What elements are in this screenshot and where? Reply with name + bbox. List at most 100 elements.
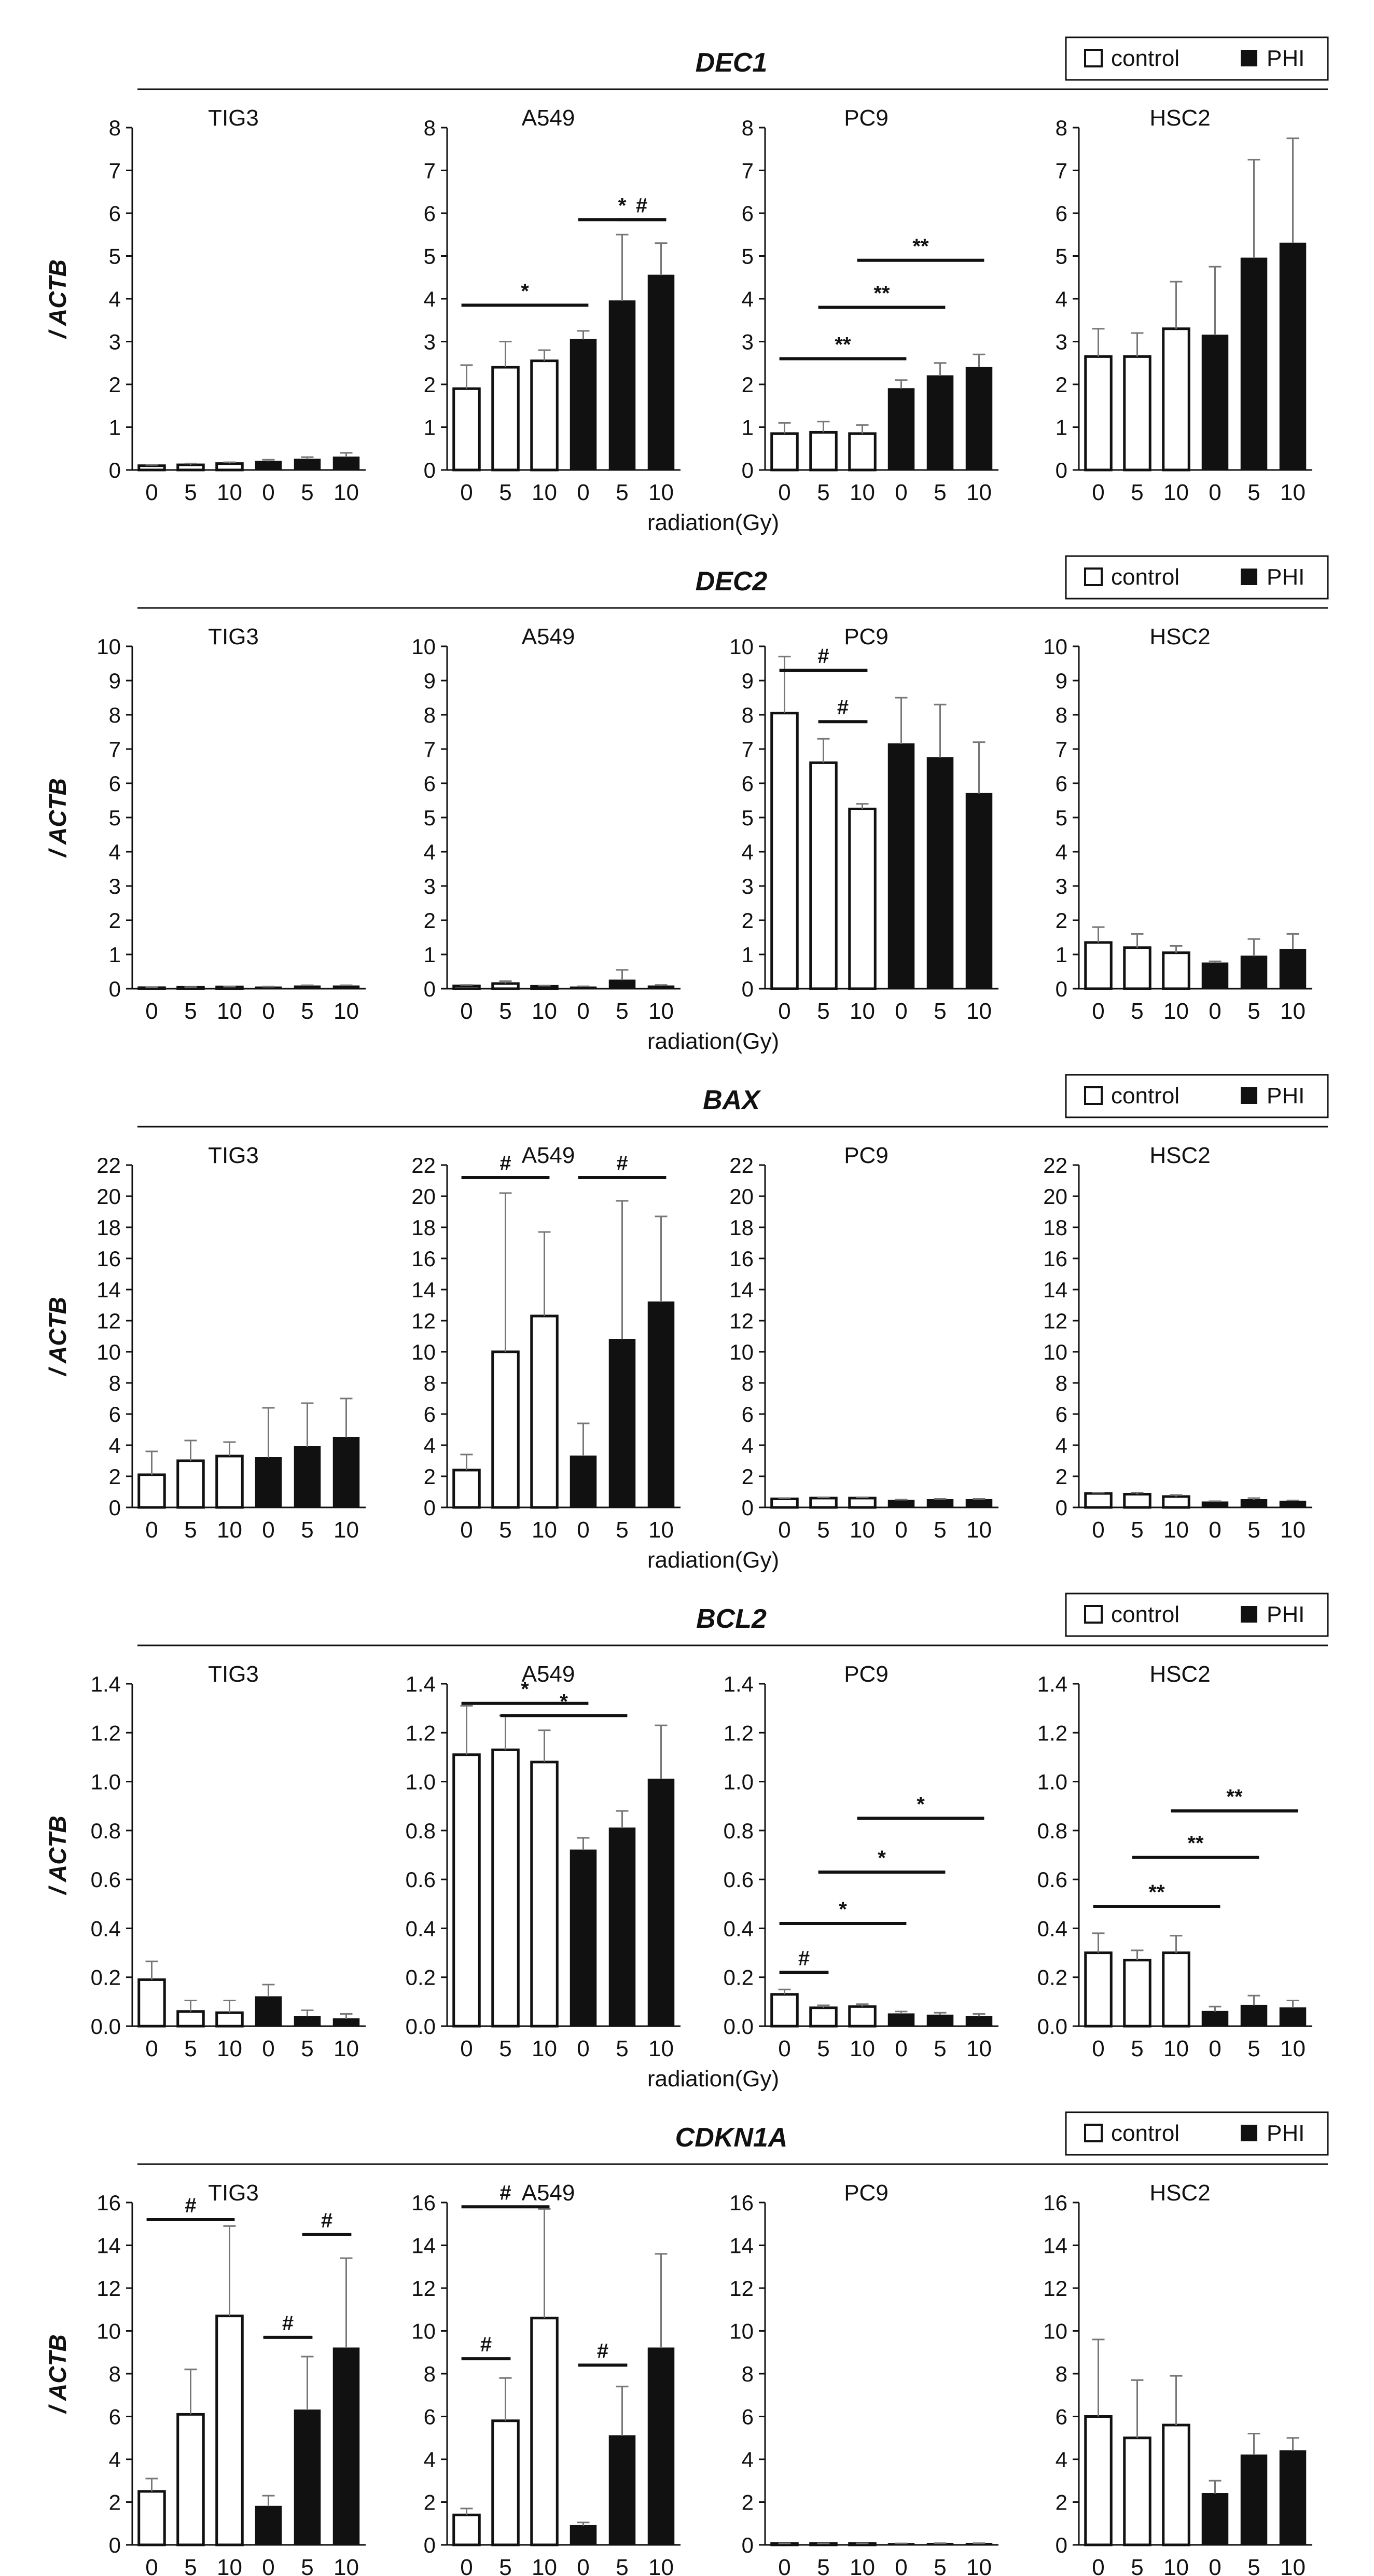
bar-phi-4 [926,757,954,989]
bar-phi-5 [1279,949,1307,989]
y-tick-label: 0.6 [406,1867,436,1892]
bar-phi-4 [926,1499,954,1508]
panel-dec1-pc9: 0 1 2 3 4 5 6 7 8 PC9 0 5 10 0 5 10 ** ** ** [742,105,998,505]
bar-control-0 [770,712,799,990]
y-tick-label: 16 [96,2191,121,2215]
panel-title: HSC2 [1149,1143,1210,1168]
y-tick-label: 2 [742,908,754,933]
y-tick-label: 1.2 [91,1721,121,1745]
panel-bcl2-a549: 0.0 0.2 0.4 0.6 0.8 1.0 1.2 1.4 A549 0 5 10 0 5 10 * * [406,1661,681,2061]
y-tick-label: 12 [1043,1309,1067,1333]
x-tick-label: 10 [532,2036,557,2061]
legend-swatch-phi [1241,1087,1257,1104]
y-tick-label: 6 [109,771,121,796]
y-tick-label: 14 [96,1278,121,1302]
y-tick-label: 1.0 [724,1770,754,1794]
x-tick-label: 0 [262,999,274,1024]
y-tick-label: 0.6 [91,1867,121,1892]
x-tick-label: 10 [334,2555,359,2576]
x-tick-label: 5 [934,2555,946,2576]
bar-control-2 [215,2315,244,2546]
panel-bax-pc9: 0 2 4 6 8 10 12 14 16 18 20 22 PC9 0 5 10 0 5 10 [729,1143,998,1543]
y-tick-label: 0 [742,458,754,482]
y-tick-label: 9 [109,669,121,693]
y-tick-label: 0.8 [1037,1819,1067,1843]
x-tick-label: 5 [1131,999,1143,1024]
y-tick-label: 2 [109,908,121,933]
bar-phi-3 [887,1500,915,1508]
bar-phi-3 [570,2525,597,2545]
significance-label: * [521,1678,529,1701]
bar-control-1 [1123,946,1151,990]
bar-control-2 [848,432,877,472]
y-tick-label: 8 [424,703,436,727]
x-tick-label: 10 [217,1517,242,1543]
x-tick-label: 10 [648,2036,674,2061]
x-tick-label: 0 [1209,1517,1221,1543]
y-tick-label: 6 [424,1402,436,1427]
y-tick-label: 4 [109,1433,121,1458]
bar-control-2 [1162,951,1190,990]
y-tick-label: 5 [424,244,436,269]
panel-title: TIG3 [208,105,259,131]
y-tick-label: 6 [742,1402,754,1427]
x-axis-label: radiation(Gy) [647,1029,779,1054]
bar-control-0 [1084,941,1113,990]
x-tick-label: 10 [966,999,992,1024]
y-tick-label: 8 [742,116,754,140]
y-tick-label: 5 [109,806,121,830]
legend-box [1065,1592,1329,1637]
x-tick-label: 0 [895,1517,907,1543]
legend-label-phi: PHI [1267,2121,1304,2146]
x-tick-label: 5 [499,2036,511,2061]
x-tick-label: 5 [1247,2036,1260,2061]
y-tick-label: 8 [742,2362,754,2386]
y-tick-label: 0 [1056,977,1067,1001]
bar-control-2 [530,985,559,990]
x-tick-label: 5 [184,1517,197,1543]
gene-title: CDKN1A [675,2123,788,2153]
legend-box [1065,36,1329,81]
y-tick-label: 8 [742,703,754,727]
x-tick-label: 0 [577,2036,589,2061]
x-tick-label: 0 [778,2555,790,2576]
y-tick-label: 14 [1043,2234,1067,2258]
y-tick-label: 18 [729,1215,754,1240]
y-tick-label: 0 [109,1495,121,1520]
y-tick-label: 1.0 [406,1770,436,1794]
y-tick-label: 8 [424,1371,436,1395]
legend-swatch-phi [1241,2125,1257,2141]
y-tick-label: 0.8 [406,1819,436,1843]
x-tick-label: 5 [934,2036,946,2061]
bar-control-1 [809,761,838,990]
significance-label: ** [912,235,929,258]
significance-label: # [597,2340,608,2363]
x-axis-label: radiation(Gy) [647,510,779,535]
bar-control-2 [215,1455,244,1509]
bar-control-0 [770,432,799,472]
y-tick-label: 12 [96,1309,121,1333]
x-tick-label: 10 [1163,1517,1189,1543]
x-tick-label: 5 [499,2555,511,2576]
x-tick-label: 0 [1092,1517,1104,1543]
panel-title: PC9 [844,624,889,649]
bar-phi-4 [294,2409,321,2545]
y-axis-label: / ACTB [44,778,71,858]
x-tick-label: 0 [778,2036,790,2061]
legend-label-control: control [1111,564,1179,590]
x-tick-label: 10 [217,2555,242,2576]
bar-phi-4 [608,2435,636,2545]
panel-title: PC9 [844,1143,889,1168]
y-tick-label: 6 [424,2405,436,2429]
x-tick-label: 0 [778,1517,790,1543]
bar-control-2 [530,2317,559,2546]
panel-cdkn1a-pc9: 0 2 4 6 8 10 12 14 16 PC9 0 5 10 0 5 10 [729,2180,998,2576]
x-tick-label: 5 [1131,2036,1143,2061]
bar-control-2 [215,2011,244,2028]
y-tick-label: 4 [424,2447,436,2472]
panel-cdkn1a-a549: 0 2 4 6 8 10 12 14 16 A549 0 5 10 0 5 10 # # # [411,2180,681,2576]
y-tick-label: 9 [742,669,754,693]
bar-control-1 [176,1459,205,1509]
x-tick-label: 0 [145,2555,158,2576]
significance-label: # [321,2209,332,2232]
